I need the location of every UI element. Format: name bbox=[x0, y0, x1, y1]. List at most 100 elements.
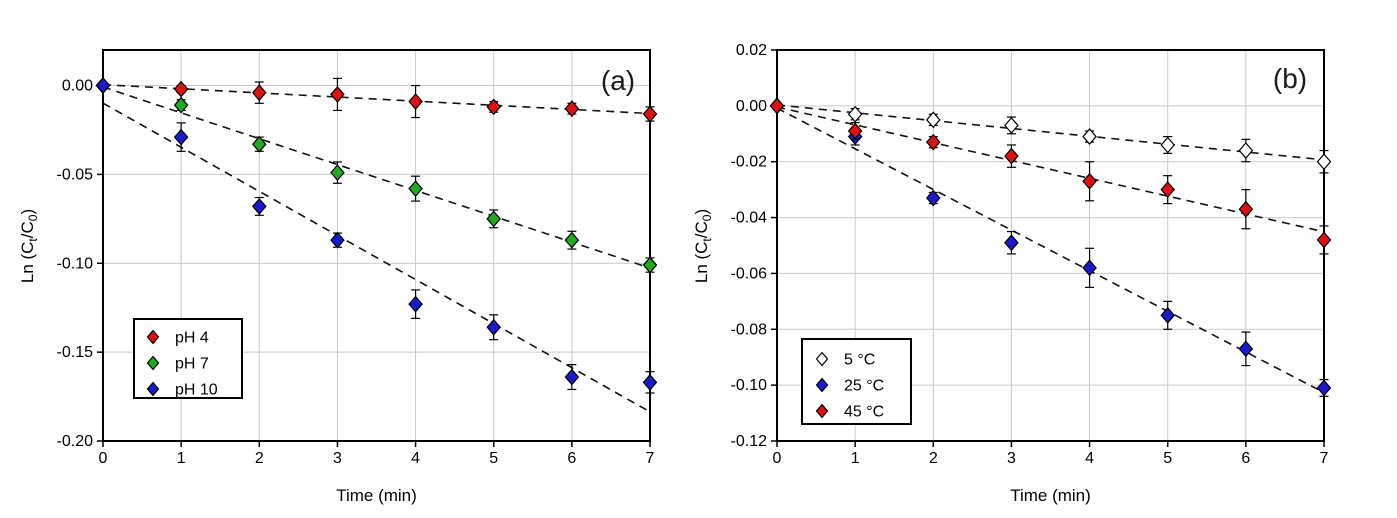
legend-marker-45-c bbox=[815, 403, 829, 419]
x-tick-label: 3 bbox=[1007, 450, 1016, 467]
legend-panel-b: 5 °C 25 °C 45 °C bbox=[801, 338, 912, 425]
legend-label: 25 °C bbox=[844, 378, 884, 395]
marker-ph-7-t4 bbox=[408, 180, 423, 198]
marker-ph-7-t1 bbox=[173, 96, 189, 114]
y-tick-label: -0.10 bbox=[57, 255, 94, 272]
y-tick-label: -0.02 bbox=[731, 154, 768, 171]
marker-ph-10-t0 bbox=[95, 77, 111, 94]
legend-marker-ph-10 bbox=[146, 381, 160, 397]
marker-45-c-t1 bbox=[847, 122, 863, 140]
marker-25-c-t7 bbox=[1316, 379, 1332, 397]
y-tick-label: -0.04 bbox=[731, 210, 768, 227]
series-ph-10 bbox=[95, 77, 658, 413]
x-tick-label: 0 bbox=[773, 450, 782, 467]
y-tick-label: -0.20 bbox=[57, 433, 94, 450]
marker-25-c-t6 bbox=[1238, 340, 1254, 358]
trendline-ph-10 bbox=[102, 102, 651, 413]
x-tick-label: 6 bbox=[567, 450, 576, 467]
x-tick-label: 2 bbox=[929, 450, 938, 467]
marker-ph-10-t7 bbox=[642, 373, 658, 391]
panel-label: (a) bbox=[601, 65, 635, 96]
legend-marker-ph-4 bbox=[146, 329, 160, 345]
legend-label: pH 4 bbox=[175, 330, 209, 347]
y-tick-label: -0.10 bbox=[731, 377, 768, 394]
marker-ph-7-t7 bbox=[642, 256, 658, 274]
y-tick-label: 0.02 bbox=[736, 42, 767, 59]
x-tick-label: 4 bbox=[1085, 450, 1094, 467]
trendline-45-c bbox=[776, 106, 1325, 233]
trendline-ph-7 bbox=[102, 86, 651, 269]
marker-ph-10-t4 bbox=[408, 295, 423, 313]
x-tick-label: 4 bbox=[411, 450, 420, 467]
marker-45-c-t3 bbox=[1004, 147, 1019, 165]
marker-5-c-t6 bbox=[1238, 142, 1254, 159]
series-5-c bbox=[769, 97, 1332, 174]
legend-label: 45 °C bbox=[844, 404, 884, 421]
marker-5-c-t3 bbox=[1004, 116, 1019, 134]
trendline-25-c bbox=[776, 107, 1325, 394]
marker-5-c-t4 bbox=[1082, 128, 1097, 145]
marker-ph-4-t2 bbox=[251, 84, 267, 102]
marker-45-c-t2 bbox=[925, 133, 941, 151]
y-tick-label: -0.05 bbox=[57, 166, 94, 183]
marker-ph-7-t3 bbox=[330, 164, 345, 182]
x-tick-label: 0 bbox=[99, 450, 108, 467]
marker-ph-4-t3 bbox=[330, 86, 345, 103]
legend-item-ph-10: pH 10 bbox=[146, 381, 218, 399]
y-tick-label: 0.00 bbox=[62, 78, 93, 95]
marker-ph-7-t2 bbox=[251, 135, 267, 153]
marker-45-c-t6 bbox=[1238, 200, 1254, 218]
y-tick-label: -0.06 bbox=[731, 265, 768, 282]
panel-a: 0 1 2 3 4 5 6 7 0.00 -0.05 -0.10 -0.15 -0.20 Time (mi… bbox=[18, 49, 658, 505]
marker-ph-7-t5 bbox=[486, 210, 502, 228]
marker-45-c-t4 bbox=[1082, 172, 1097, 190]
marker-5-c-t7 bbox=[1316, 153, 1332, 171]
x-tick-label: 5 bbox=[489, 450, 498, 467]
marker-5-c-t1 bbox=[847, 105, 863, 123]
legend-marker-5-c bbox=[815, 351, 829, 367]
y-tick-label: 0.00 bbox=[736, 98, 767, 115]
marker-5-c-t5 bbox=[1160, 136, 1176, 154]
x-tick-label: 2 bbox=[255, 450, 264, 467]
marker-ph-4-t6 bbox=[564, 100, 580, 118]
panel-b: 0 1 2 3 4 5 6 7 0.02 0.00 -0.02 -0.04 -0.06 -0.08 -0.1… bbox=[692, 42, 1332, 505]
y-tick-label: -0.08 bbox=[731, 321, 768, 338]
legend-item-25-c: 25 °C bbox=[815, 378, 884, 395]
marker-ph-10-t2 bbox=[251, 197, 267, 215]
legend-marker-ph-7 bbox=[146, 355, 160, 371]
marker-25-c-t4 bbox=[1082, 259, 1097, 277]
marker-ph-4-t4 bbox=[408, 93, 423, 110]
y-tick-label: -0.15 bbox=[57, 344, 94, 361]
marker-ph-4-t7 bbox=[642, 105, 658, 123]
marker-45-c-t7 bbox=[1316, 231, 1332, 249]
marker-ph-4-t5 bbox=[486, 98, 502, 116]
x-tick-label: 1 bbox=[177, 450, 186, 467]
x-axis-title: Time (min) bbox=[336, 486, 417, 505]
marker-ph-10-t3 bbox=[330, 231, 345, 249]
legend-label: pH 7 bbox=[175, 356, 209, 373]
legend-item-ph-4: pH 4 bbox=[146, 329, 209, 347]
trendline-5-c bbox=[776, 104, 1325, 161]
legend-item-45-c: 45 °C bbox=[815, 403, 884, 421]
marker-ph-10-t5 bbox=[486, 318, 502, 336]
legend-panel-a: pH 4 pH 7 pH 10 bbox=[133, 318, 243, 399]
marker-ph-10-t1 bbox=[173, 128, 189, 146]
x-tick-label: 1 bbox=[851, 450, 860, 467]
y-tick-label: -0.12 bbox=[731, 433, 768, 450]
x-tick-label: 7 bbox=[646, 450, 655, 467]
marker-5-c-t2 bbox=[925, 111, 941, 129]
marker-ph-10-t6 bbox=[564, 368, 580, 386]
series-45-c bbox=[769, 97, 1332, 255]
legend-item-ph-7: pH 7 bbox=[146, 355, 209, 373]
marker-25-c-t2 bbox=[925, 189, 941, 207]
x-tick-label: 6 bbox=[1241, 450, 1250, 467]
y-axis-title: Ln (Ct/C0) bbox=[18, 209, 40, 283]
panel-label: (b) bbox=[1273, 63, 1307, 94]
marker-ph-4-t1 bbox=[173, 80, 189, 98]
legend-label: pH 10 bbox=[175, 382, 218, 399]
legend-item-5-c: 5 °C bbox=[815, 351, 875, 369]
y-axis-title: Ln (Ct/C0) bbox=[692, 209, 714, 283]
trendline-ph-4 bbox=[102, 83, 651, 115]
